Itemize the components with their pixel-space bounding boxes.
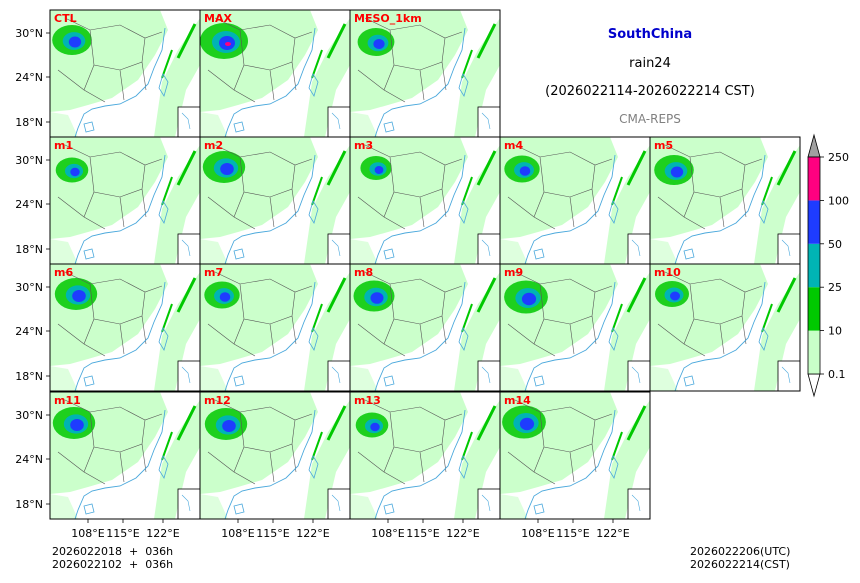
colorbar-segment	[808, 287, 820, 331]
lat-tick-label: 18°N	[15, 243, 43, 256]
variable-title: rain24	[629, 56, 671, 71]
panel-label: m13	[354, 394, 381, 407]
panel-label: m9	[504, 266, 523, 279]
map-panel	[350, 137, 500, 264]
colorbar-tick-label: 10	[828, 325, 842, 338]
lat-tick-label: 24°N	[15, 453, 43, 466]
colorbar-tick-label: 250	[828, 151, 849, 164]
map-panel	[200, 137, 350, 264]
lat-tick-label: 24°N	[15, 198, 43, 211]
panel-label: m3	[354, 139, 373, 152]
region-title: SouthChina	[607, 27, 693, 42]
lon-tick-label: 122°E	[596, 527, 629, 540]
lat-tick-label: 30°N	[15, 27, 43, 40]
colorbar-segment	[808, 330, 820, 374]
map-panel	[350, 392, 500, 519]
lon-tick-label: 108°E	[371, 527, 404, 540]
panel-label: MESO_1km	[354, 12, 422, 25]
colorbar-segment	[808, 243, 820, 288]
colorbar-segment	[808, 200, 820, 244]
map-panel	[500, 137, 650, 264]
lon-tick-label: 115°E	[106, 527, 139, 540]
lon-tick-label: 108°E	[221, 527, 254, 540]
map-panel	[50, 392, 200, 519]
map-panel	[650, 264, 800, 391]
colorbar-tick-label: 0.1	[828, 368, 846, 381]
panel-label: m8	[354, 266, 373, 279]
panel-label: m10	[654, 266, 681, 279]
lon-tick-label: 115°E	[256, 527, 289, 540]
lat-tick-label: 18°N	[15, 370, 43, 383]
panel-label: m12	[204, 394, 231, 407]
map-panel	[500, 264, 650, 391]
map-panel	[200, 10, 350, 137]
lat-tick-label: 30°N	[15, 154, 43, 167]
lon-tick-label: 122°E	[146, 527, 179, 540]
map-panel	[50, 137, 200, 264]
map-panel	[200, 264, 350, 391]
panel-label: m5	[654, 139, 673, 152]
map-panel	[50, 264, 200, 391]
lon-tick-label: 115°E	[556, 527, 589, 540]
map-panel	[650, 137, 800, 264]
lon-tick-label: 108°E	[71, 527, 104, 540]
lon-tick-label: 115°E	[406, 527, 439, 540]
panel-label: MAX	[204, 12, 232, 25]
map-panel	[500, 392, 650, 519]
map-panel-frame	[499, 391, 651, 520]
map-panel	[350, 10, 500, 137]
init-utc-text: 2026022018 + 036h	[52, 545, 174, 558]
valid-utc-text: 2026022206(UTC)	[690, 545, 791, 558]
colorbar-tick-label: 25	[828, 281, 842, 294]
valid-cst-text: 2026022214(CST)	[690, 558, 790, 571]
panel-label: m7	[204, 266, 223, 279]
colorbar-tick-label: 50	[828, 238, 842, 251]
model-title: CMA-REPS	[619, 112, 681, 126]
panel-label: m14	[504, 394, 531, 407]
init-cst-text: 2026022102 + 036h	[52, 558, 174, 571]
map-panel	[350, 264, 500, 391]
lon-tick-label: 122°E	[296, 527, 329, 540]
lat-tick-label: 18°N	[15, 116, 43, 129]
colorbar-segment	[808, 157, 820, 201]
lon-tick-label: 122°E	[446, 527, 479, 540]
lon-tick-label: 108°E	[521, 527, 554, 540]
panel-label: m2	[204, 139, 223, 152]
panel-label: CTL	[54, 12, 77, 25]
panel-label: m11	[54, 394, 81, 407]
lat-tick-label: 18°N	[15, 498, 43, 511]
panel-label: m6	[54, 266, 73, 279]
colorbar: 0.1 10 25 50 100 250	[807, 133, 849, 398]
lat-tick-label: 24°N	[15, 325, 43, 338]
panel-label: m1	[54, 139, 73, 152]
map-panel-frame	[649, 263, 801, 392]
map-panel	[50, 10, 200, 137]
map-panel	[200, 392, 350, 519]
colorbar-tick-label: 100	[828, 194, 849, 207]
period-title: (2026022114-2026022214 CST)	[545, 84, 755, 99]
lat-tick-label: 30°N	[15, 281, 43, 294]
lat-tick-label: 30°N	[15, 409, 43, 422]
panel-label: m4	[504, 139, 523, 152]
lat-tick-label: 24°N	[15, 71, 43, 84]
